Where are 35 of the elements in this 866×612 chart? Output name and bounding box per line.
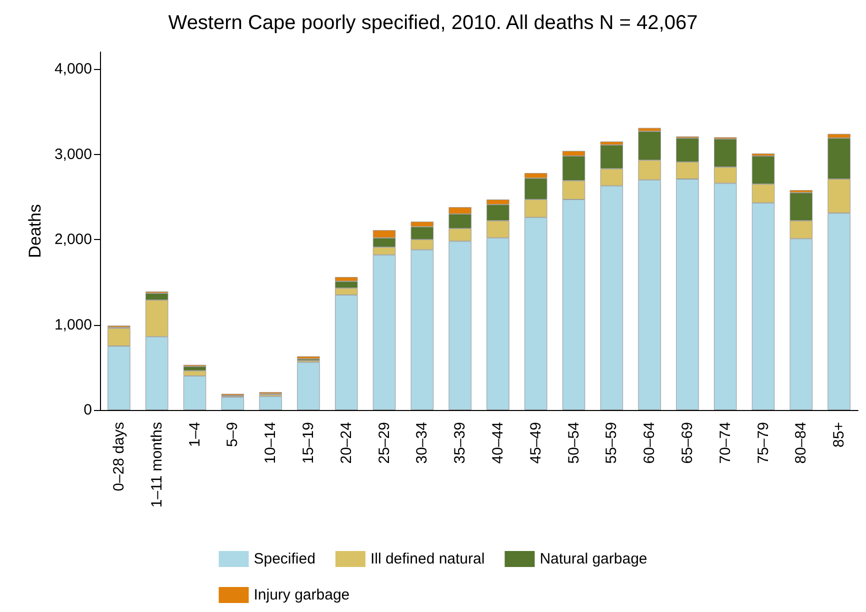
x-tick-label: 1–4	[186, 422, 204, 448]
y-tick-label: 0	[84, 402, 92, 418]
legend-label: Ill defined natural	[370, 550, 485, 568]
x-tick-label: 50–54	[565, 422, 582, 464]
y-tick-label: 4,000	[54, 60, 92, 78]
x-tick-label: 85+	[830, 422, 848, 448]
x-tick-label: 55–59	[603, 422, 620, 464]
x-tick-label: 65–69	[678, 422, 696, 464]
x-tick-label: 80–84	[792, 422, 810, 464]
x-tick-label: 75–79	[754, 422, 772, 464]
x-tick-label: 40–44	[489, 422, 506, 464]
chart-title: Western Cape poorly specified, 2010. All deaths N = 42,067	[168, 12, 698, 34]
legend-label: Natural garbage	[540, 550, 648, 568]
y-tick-label: 2,000	[54, 231, 92, 248]
legend-label: Injury garbage	[254, 586, 350, 604]
x-tick-label: 15–19	[300, 422, 317, 464]
x-tick-label: 1–11 months	[148, 422, 166, 508]
x-tick-label: 30–34	[414, 422, 431, 464]
y-tick-label: 1,000	[54, 316, 92, 334]
x-tick-label: 45–49	[527, 422, 544, 464]
x-tick-label: 10–14	[262, 422, 280, 464]
bar	[297, 356, 320, 359]
x-tick-label: 5–9	[224, 422, 242, 448]
bar	[297, 362, 320, 410]
x-tick-label: 35–39	[452, 422, 469, 464]
y-tick-label: 3,000	[54, 146, 92, 163]
legend-label: Specified	[254, 550, 316, 568]
x-tick-label: 60–64	[641, 422, 658, 464]
x-tick-label: 25–29	[376, 422, 393, 464]
y-axis-title: Deaths	[26, 204, 45, 258]
x-tick-label: 0–28 days	[110, 422, 128, 492]
x-tick-label: 70–74	[716, 422, 734, 464]
x-tick-label: 20–24	[338, 422, 355, 464]
bar	[259, 396, 282, 410]
bar	[221, 397, 244, 410]
